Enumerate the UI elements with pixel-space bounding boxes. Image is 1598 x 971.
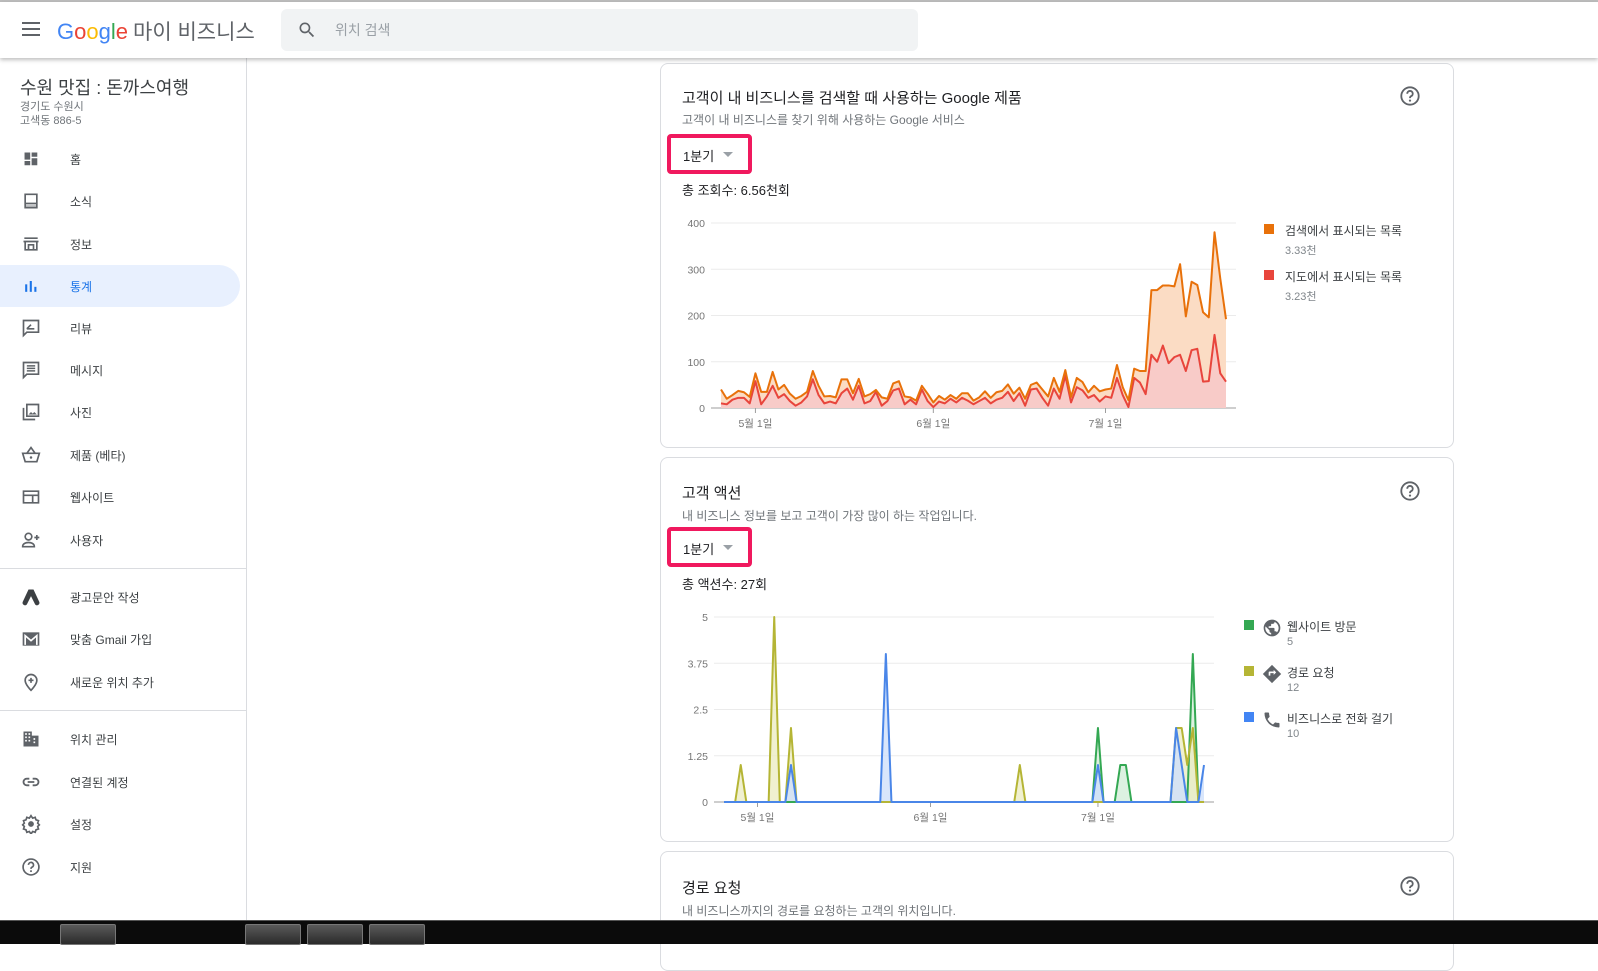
svg-text:400: 400 — [687, 218, 705, 230]
add-user-icon — [21, 532, 40, 548]
help-question-icon[interactable] — [1399, 85, 1421, 107]
sidebar-item-gmail[interactable]: 맞춤 Gmail 가입 — [0, 618, 240, 660]
legend-swatch — [1244, 712, 1254, 722]
card-title: 경로 요청 — [682, 880, 742, 897]
svg-text:3.75: 3.75 — [688, 658, 709, 670]
svg-text:5월 1일: 5월 1일 — [738, 417, 772, 430]
svg-text:2.5: 2.5 — [693, 705, 708, 717]
phone-icon — [1264, 712, 1280, 728]
card-subtitle: 내 비즈니스까지의 경로를 요청하는 고객의 위치입니다. — [682, 904, 956, 918]
directions-icon — [1262, 664, 1282, 684]
business-address: 경기도 수원시 고색동 886-5 — [20, 101, 84, 127]
svg-text:0: 0 — [699, 403, 705, 415]
reviews-icon — [22, 319, 40, 338]
sidebar: 수원 맛집 : 돈까스여행 경기도 수원시 고색동 886-5 홈 소식 정보 … — [0, 58, 247, 920]
card-subtitle: 내 비즈니스 정보를 보고 고객이 가장 많이 하는 작업입니다. — [682, 509, 977, 523]
sidebar-item-photos[interactable]: 사진 — [0, 391, 240, 433]
sidebar-item-info[interactable]: 정보 — [0, 223, 240, 265]
add-location-icon — [24, 673, 38, 692]
svg-text:5: 5 — [702, 612, 708, 624]
svg-text:6월 1일: 6월 1일 — [914, 811, 948, 824]
sidebar-item-messages[interactable]: 메시지 — [0, 349, 240, 391]
svg-text:7월 1일: 7월 1일 — [1081, 811, 1115, 824]
sidebar-item-website[interactable]: 웹사이트 — [0, 476, 240, 518]
svg-text:6월 1일: 6월 1일 — [916, 417, 950, 430]
total-actions: 총 액션수: 27회 — [682, 577, 768, 592]
direction-requests-card: 경로 요청 내 비즈니스까지의 경로를 요청하는 고객의 위치입니다. — [660, 851, 1454, 971]
app-header: Google 마이 비즈니스 — [0, 2, 1598, 58]
help-question-icon[interactable] — [1399, 875, 1421, 897]
card-subtitle: 고객이 내 비즈니스를 찾기 위해 사용하는 Google 서비스 — [682, 113, 965, 127]
sidebar-item-linked-accounts[interactable]: 연결된 계정 — [0, 761, 240, 803]
svg-text:0: 0 — [702, 797, 708, 809]
period-dropdown[interactable]: 1분기 — [667, 134, 752, 174]
photos-icon — [22, 403, 40, 421]
help-icon — [22, 858, 40, 876]
svg-text:7월 1일: 7월 1일 — [1089, 417, 1123, 430]
sidebar-item-home[interactable]: 홈 — [0, 138, 240, 180]
legend-swatch — [1264, 270, 1274, 280]
link-icon — [22, 777, 40, 787]
settings-gear-icon — [21, 814, 41, 834]
hamburger-menu-icon[interactable] — [20, 19, 42, 41]
sidebar-divider — [0, 568, 247, 569]
location-search-bar[interactable] — [281, 9, 918, 51]
legend-swatch — [1244, 620, 1254, 630]
sidebar-divider — [0, 710, 247, 711]
website-icon — [22, 490, 40, 504]
posts-icon — [24, 193, 38, 209]
svg-text:200: 200 — [687, 311, 705, 323]
sidebar-item-products[interactable]: 제품 (베타) — [0, 434, 240, 476]
google-my-business-logo[interactable]: Google 마이 비즈니스 — [57, 19, 255, 44]
help-question-icon[interactable] — [1399, 480, 1421, 502]
svg-text:100: 100 — [687, 357, 705, 369]
sidebar-item-posts[interactable]: 소식 — [0, 180, 240, 222]
chevron-down-icon — [723, 152, 733, 157]
insights-icon — [25, 281, 37, 292]
sidebar-item-add-location[interactable]: 새로운 위치 추가 — [0, 661, 240, 703]
sidebar-item-users[interactable]: 사용자 — [0, 519, 240, 561]
gmail-icon — [22, 632, 40, 646]
sidebar-item-support[interactable]: 지원 — [0, 846, 240, 888]
product-name: 마이 비즈니스 — [133, 21, 255, 44]
location-search-input[interactable] — [335, 22, 835, 38]
period-dropdown[interactable]: 1분기 — [667, 527, 752, 567]
sidebar-item-manage-locations[interactable]: 위치 관리 — [0, 718, 240, 760]
globe-icon — [1263, 619, 1281, 637]
legend-swatch — [1244, 666, 1254, 676]
taskbar-app-button[interactable] — [245, 924, 301, 945]
messages-icon — [22, 361, 40, 380]
sidebar-item-reviews[interactable]: 리뷰 — [0, 307, 240, 349]
taskbar-app-button[interactable] — [369, 924, 425, 945]
card-title: 고객이 내 비즈니스를 검색할 때 사용하는 Google 제품 — [682, 90, 1022, 107]
taskbar-app-button[interactable] — [60, 924, 116, 945]
legend-swatch — [1264, 224, 1274, 234]
window-top-border — [0, 0, 1598, 2]
search-icon[interactable] — [297, 20, 317, 40]
products-basket-icon — [21, 446, 41, 463]
business-name: 수원 맛집 : 돈까스여행 — [20, 78, 190, 98]
storefront-icon — [23, 237, 39, 251]
svg-text:300: 300 — [687, 264, 705, 276]
total-views: 총 조회수: 6.56천회 — [682, 183, 790, 198]
actions-area-chart: 0 1.25 2.5 3.75 5 5월 1일 6월 1일 7월 1일 — [688, 612, 1214, 824]
customer-actions-card: 고객 액션 내 비즈니스 정보를 보고 고객이 가장 많이 하는 작업입니다. … — [660, 457, 1454, 842]
sidebar-item-create-ad[interactable]: 광고문안 작성 — [0, 576, 240, 618]
svg-text:1.25: 1.25 — [688, 751, 709, 763]
search-products-card: 고객이 내 비즈니스를 검색할 때 사용하는 Google 제품 고객이 내 비… — [660, 63, 1454, 448]
dashboard-icon — [24, 152, 38, 166]
taskbar-app-button[interactable] — [307, 924, 363, 945]
sidebar-item-settings[interactable]: 설정 — [0, 803, 240, 845]
svg-text:5월 1일: 5월 1일 — [741, 811, 775, 824]
manage-locations-icon — [23, 731, 39, 747]
sidebar-item-insights[interactable]: 통계 — [0, 265, 240, 307]
views-area-chart: 0 100 200 300 400 5월 1일 6월 1일 7월 1일 — [687, 218, 1236, 430]
google-ads-icon — [22, 589, 40, 606]
card-title: 고객 액션 — [682, 485, 742, 502]
os-taskbar — [0, 920, 1598, 945]
chevron-down-icon — [723, 545, 733, 550]
